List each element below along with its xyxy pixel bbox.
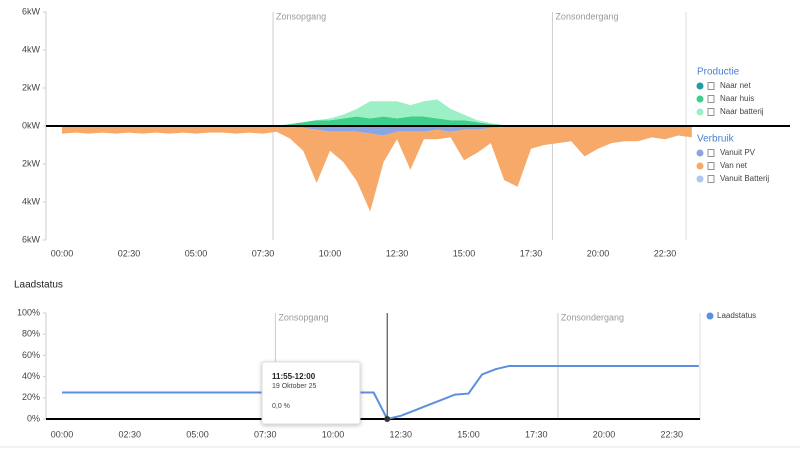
sun-label: Zonsondergang <box>561 312 624 322</box>
tooltip-date: 19 Oktober 25 <box>272 383 316 390</box>
legend-swatch <box>696 175 704 183</box>
y-tick-label: 20% <box>22 392 40 402</box>
tooltip-title: 11:55-12:00 <box>272 372 316 381</box>
legend-icon <box>707 149 715 157</box>
x-tick-label: 10:00 <box>322 429 345 439</box>
legend-swatch <box>696 108 704 116</box>
x-tick-label: 20:00 <box>593 429 616 439</box>
y-tick-label: 6kW <box>22 6 41 16</box>
legend-label: Naar huis <box>720 94 754 103</box>
legend-swatch <box>696 149 704 157</box>
x-tick-label: 15:00 <box>453 248 476 258</box>
line <box>62 365 699 421</box>
area <box>62 126 692 212</box>
tooltip-box <box>261 361 361 425</box>
sun-label: Zonsopgang <box>276 11 326 21</box>
legend-icon <box>707 162 715 170</box>
legend-group-title: Productie <box>697 67 740 78</box>
x-tick-label: 02:30 <box>118 429 141 439</box>
legend-swatch <box>696 162 704 170</box>
area <box>62 116 692 126</box>
legend-icon <box>707 95 715 103</box>
legend-swatch <box>706 312 714 320</box>
x-tick-label: 17:30 <box>525 429 548 439</box>
legend-swatch <box>696 95 704 103</box>
legend-group-title: Verbruik <box>697 134 735 145</box>
cursor-point <box>384 416 391 422</box>
sun-label: Zonsopgang <box>278 312 328 322</box>
legend-label: Naar batterij <box>720 107 764 116</box>
sun-label: Zonsondergang <box>555 11 618 21</box>
y-tick-label: 2kW <box>22 82 41 92</box>
x-tick-label: 02:30 <box>118 248 141 258</box>
legend-label: Van net <box>720 161 748 170</box>
x-tick-label: 22:30 <box>654 248 677 258</box>
y-tick-label: 100% <box>17 307 40 317</box>
x-tick-label: 05:00 <box>186 429 209 439</box>
x-tick-label: 05:00 <box>185 248 208 258</box>
y-tick-label: 6kW <box>22 234 41 244</box>
y-tick-label: 0% <box>27 413 40 423</box>
legend-icon <box>707 175 715 183</box>
y-tick-label: 80% <box>22 329 40 339</box>
y-tick-label: 40% <box>22 371 40 381</box>
y-tick-label: 4kW <box>22 196 41 206</box>
x-tick-label: 17:30 <box>520 248 543 258</box>
y-tick-label: 60% <box>22 350 40 360</box>
x-tick-label: 10:00 <box>319 248 342 258</box>
x-tick-label: 20:00 <box>587 248 610 258</box>
legend-label: Laadstatus <box>717 311 756 320</box>
legend-label: Vanuit PV <box>720 148 756 157</box>
area <box>62 126 692 136</box>
tooltip-value: 0,0 % <box>272 403 290 410</box>
legend-swatch <box>696 82 704 90</box>
legend-icon <box>707 108 715 116</box>
x-tick-label: 00:00 <box>51 248 74 258</box>
x-tick-label: 07:30 <box>254 429 277 439</box>
legend-label: Naar net <box>720 81 751 90</box>
y-tick-label: 0kW <box>22 120 41 130</box>
area <box>62 99 692 126</box>
x-tick-label: 15:00 <box>457 429 480 439</box>
x-tick-label: 12:30 <box>386 248 409 258</box>
y-tick-label: 2kW <box>22 158 41 168</box>
legend-label: Vanuit Batterij <box>720 174 769 183</box>
section-title: Laadstatus <box>14 280 63 291</box>
x-tick-label: 00:00 <box>51 429 74 439</box>
tooltip: 11:55-12:00 19 Oktober 25 0,0 % <box>261 361 361 425</box>
y-tick-label: 4kW <box>22 44 41 54</box>
x-tick-label: 07:30 <box>252 248 275 258</box>
x-tick-label: 12:30 <box>389 429 412 439</box>
legend-icon <box>707 82 715 90</box>
x-tick-label: 22:30 <box>660 429 683 439</box>
